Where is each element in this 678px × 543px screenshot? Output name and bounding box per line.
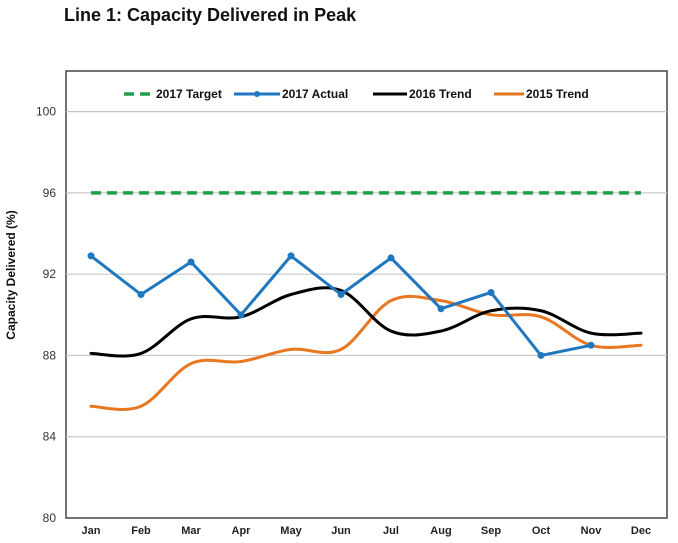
legend: 2017 Target 2017 Actual 2016 Trend 2015 Tre… [124,87,589,101]
x-tick-label: Jul [383,525,399,537]
series-line-2016-trend [89,286,643,358]
legend-item-2017-target: 2017 Target [124,87,222,101]
legend-item-2016-trend: 2016 Trend [373,87,472,101]
x-tick-label: Apr [232,525,252,537]
y-tick-labels: 80 84 88 92 96 100 [36,105,56,525]
legend-item-2017-actual: 2017 Actual [234,87,348,101]
plot-area [65,70,668,519]
data-point-2017-actual [87,252,95,260]
data-point-2017-actual [587,341,595,349]
data-point-2017-actual [537,351,545,359]
x-tick-label: May [280,525,302,537]
x-tick-label: Oct [532,525,551,537]
x-tick-labels: Jan Feb Mar Apr May Jun Jul Aug Sep Oct Nov Dec [82,525,652,537]
legend-label: 2016 Trend [409,87,472,101]
y-tick-label: 100 [36,105,56,119]
data-point-2017-actual [337,291,345,298]
chart-title: Line 1: Capacity Delivered in Peak [64,5,357,25]
data-point-2017-actual [487,288,495,296]
x-tick-label: Nov [581,525,603,537]
y-tick-label: 84 [43,430,57,444]
data-point-2017-actual [237,311,245,319]
legend-label: 2017 Target [156,87,222,101]
legend-item-2015-trend: 2015 Trend [494,87,589,101]
data-point-2017-actual [137,291,145,298]
y-tick-label: 88 [43,348,57,362]
legend-marker [254,91,260,97]
data-point-2017-actual [187,258,195,266]
x-tick-label: Jun [331,525,351,537]
series-group [87,191,643,411]
data-point-2017-actual [387,254,395,262]
y-tick-label: 96 [43,186,57,200]
x-tick-label: Mar [181,525,201,537]
data-point-2017-actual [287,252,295,260]
y-tick-label: 92 [43,267,57,281]
x-tick-label: Aug [430,525,451,537]
data-point-2017-actual [437,305,445,313]
legend-label: 2017 Actual [282,87,348,101]
x-tick-label: Jan [82,525,101,537]
series-line-2015-trend [89,294,643,411]
y-tick-label: 80 [43,511,57,525]
y-axis-label: Capacity Delivered (%) [4,210,18,339]
x-tick-label: Feb [131,525,151,537]
legend-label: 2015 Trend [526,87,589,101]
x-tick-label: Dec [631,525,651,537]
x-tick-label: Sep [481,525,501,537]
